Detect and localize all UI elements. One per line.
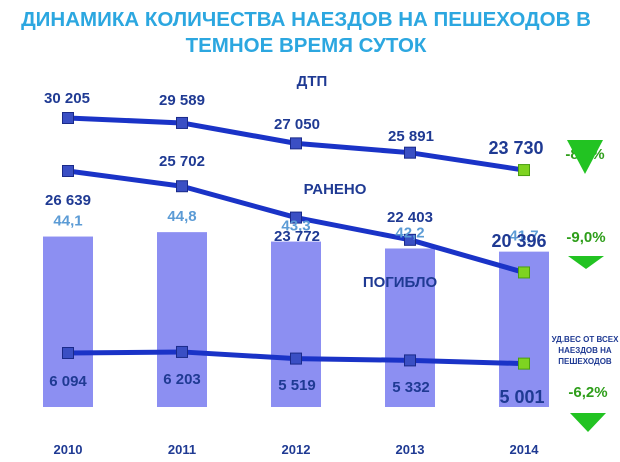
chart-title-line-2: ТЕМНОЕ ВРЕМЯ СУТОК <box>186 34 427 57</box>
label-pogiblo-2014: 5 001 <box>499 387 544 407</box>
bar-2013 <box>385 248 435 407</box>
marker-2-2013 <box>404 354 416 367</box>
down-arrow-icon <box>567 140 603 174</box>
x-tick-2014: 2014 <box>510 442 540 457</box>
series-lines <box>62 112 530 370</box>
marker-1-2014 <box>518 266 530 279</box>
marker-0-2010 <box>62 112 74 124</box>
bar-label-2012: 43,3 <box>281 218 310 235</box>
bar-note-line-3: ПЕШЕХОДОВ <box>558 357 612 366</box>
down-arrow-icon <box>568 256 604 269</box>
marker-0-2011 <box>176 116 188 129</box>
label-pogiblo-2013: 5 332 <box>392 379 430 396</box>
series-name-pogiblo: ПОГИБЛО <box>363 274 438 291</box>
marker-0-2014 <box>518 164 530 177</box>
bar-2011 <box>157 232 207 407</box>
marker-2-2012 <box>290 352 302 365</box>
series-name-raneno: РАНЕНО <box>304 181 367 198</box>
bar-note-line-2: НАЕЗДОВ НА <box>558 346 612 355</box>
marker-2-2014 <box>518 357 530 370</box>
x-tick-2012: 2012 <box>282 442 311 457</box>
label-dtp-2013: 25 891 <box>388 128 434 145</box>
marker-2-2011 <box>176 345 188 358</box>
label-pogiblo-2010: 6 094 <box>49 373 87 390</box>
down-arrow-icon <box>570 413 606 432</box>
label-raneno-2012: 23 772 <box>274 228 320 245</box>
bar-series-note: УД.ВЕС ОТ ВСЕХ НАЕЗДОВ НА ПЕШЕХОДОВ <box>552 335 620 366</box>
label-pogiblo-2012: 5 519 <box>278 377 316 394</box>
labels: 44,1 44,8 43,3 42,2 41,7 30 205 29 589 27 050 25… <box>44 73 546 407</box>
marker-1-2013 <box>404 233 416 246</box>
series-name-dtp: ДТП <box>297 73 328 90</box>
bar-2010 <box>43 236 93 407</box>
marker-2-2010 <box>62 347 74 359</box>
bar-2012 <box>271 241 321 407</box>
label-raneno-2013: 22 403 <box>387 209 433 226</box>
x-tick-2011: 2011 <box>168 442 196 457</box>
label-pogiblo-2011: 6 203 <box>163 371 201 388</box>
marker-1-2010 <box>62 165 74 177</box>
x-tick-2010: 2010 <box>54 442 83 457</box>
change-indicators: -8,3%-9,0%-6,2% <box>565 140 608 432</box>
label-raneno-2010: 26 639 <box>45 192 91 209</box>
marker-1-2011 <box>176 180 188 193</box>
bar-label-2013: 42,2 <box>395 224 424 241</box>
marker-0-2013 <box>404 146 416 159</box>
label-dtp-2011: 29 589 <box>159 92 205 109</box>
chart-title: ДИНАМИКА КОЛИЧЕСТВА НАЕЗДОВ НА ПЕШЕХОДОВ… <box>21 8 591 57</box>
x-tick-2013: 2013 <box>396 442 425 457</box>
bars <box>43 232 549 407</box>
label-dtp-2010: 30 205 <box>44 90 90 107</box>
change-2: -6,2% <box>568 384 607 401</box>
bar-note-line-1: УД.ВЕС ОТ ВСЕХ <box>552 335 620 344</box>
x-axis-ticks: 2010 2011 2012 2013 2014 <box>54 442 540 457</box>
label-raneno-2011: 25 702 <box>159 153 205 170</box>
bar-label-2011: 44,8 <box>167 208 196 225</box>
marker-0-2012 <box>290 137 302 150</box>
label-dtp-2014: 23 730 <box>488 138 543 158</box>
chart-title-line-1: ДИНАМИКА КОЛИЧЕСТВА НАЕЗДОВ НА ПЕШЕХОДОВ… <box>21 8 591 31</box>
bar-label-2014: 41,7 <box>509 228 538 245</box>
bar-label-2010: 44,1 <box>53 213 82 230</box>
marker-1-2012 <box>290 211 302 224</box>
change-1: -9,0% <box>566 229 605 246</box>
label-dtp-2012: 27 050 <box>274 116 320 133</box>
label-raneno-2014: 20 396 <box>491 231 546 251</box>
